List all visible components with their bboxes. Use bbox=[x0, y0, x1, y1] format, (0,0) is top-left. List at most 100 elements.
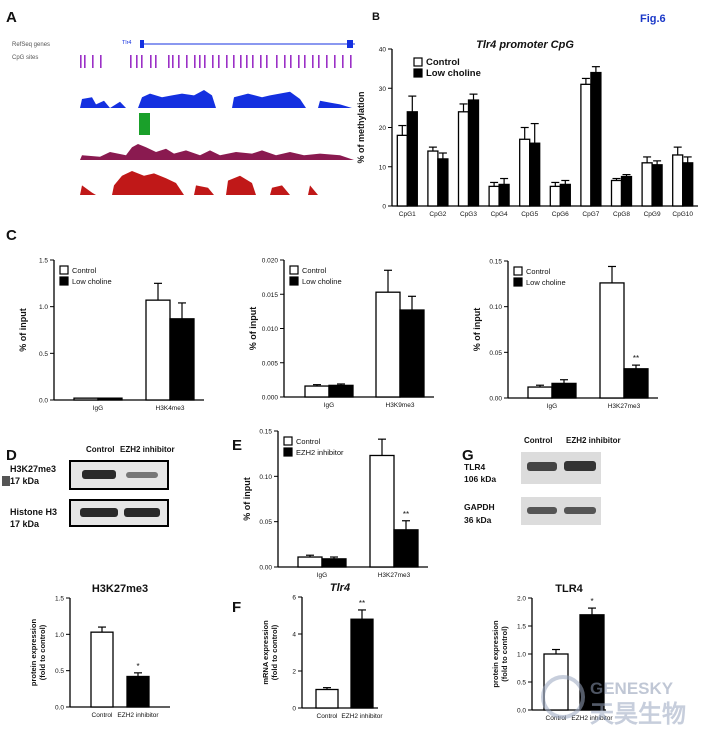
cpg-site-mark bbox=[342, 55, 344, 68]
bar-control bbox=[427, 150, 439, 207]
bar-control bbox=[73, 397, 99, 401]
legend-swatch bbox=[289, 265, 299, 275]
bar-treated bbox=[467, 99, 480, 207]
blot-g-row1-label: TLR4 bbox=[464, 462, 486, 472]
x-category-label: H3K27me3 bbox=[378, 572, 411, 579]
cpg-site-mark bbox=[155, 55, 157, 68]
cpg-site-mark bbox=[141, 55, 143, 68]
cpg-site-mark bbox=[276, 55, 278, 68]
y-axis-label: protein expression bbox=[29, 619, 38, 687]
y-tick-label: 0.020 bbox=[262, 258, 279, 265]
y-tick-label: 2 bbox=[292, 669, 296, 676]
bar-control bbox=[672, 154, 684, 207]
blot-d-band bbox=[82, 470, 116, 479]
panel-label-b: B bbox=[372, 11, 380, 23]
legend-swatch bbox=[283, 447, 293, 457]
legend-label: Control bbox=[296, 437, 321, 446]
bar-treated bbox=[623, 368, 649, 399]
cpg-site-mark bbox=[334, 55, 336, 68]
cpg-site-mark bbox=[350, 55, 352, 68]
blot-d-row1-label: H3K27me3 bbox=[10, 464, 56, 474]
blot-d-side-marker bbox=[2, 476, 10, 486]
legend-swatch bbox=[59, 265, 69, 275]
x-category-label: CpG8 bbox=[613, 211, 630, 218]
cpg-site-mark bbox=[233, 55, 235, 68]
x-category-label: Control bbox=[317, 713, 339, 720]
y-tick-label: 0.0 bbox=[55, 705, 64, 712]
y-tick-label: 0.10 bbox=[489, 304, 502, 311]
cpg-site-mark bbox=[199, 55, 201, 68]
legend-label: Control bbox=[426, 57, 460, 68]
cpg-site-mark bbox=[100, 55, 102, 68]
panel-label-g: G bbox=[462, 447, 474, 464]
significance-marker: * bbox=[590, 597, 593, 606]
panel-label-a: A bbox=[6, 9, 17, 26]
x-category-label: CpG7 bbox=[582, 211, 599, 218]
legend-swatch bbox=[289, 276, 299, 286]
panel-label-e: E bbox=[232, 437, 242, 454]
chart-b: 0 10 20 30 40 % of methylation Tlr4 promoter C… bbox=[356, 39, 698, 218]
coverage-tracks bbox=[80, 90, 354, 195]
bar-treated bbox=[590, 71, 602, 207]
chart-f: 0 2 4 6 mRNA expression (fold to control) Tlr4… bbox=[261, 582, 383, 720]
y-tick-label: 6 bbox=[292, 595, 296, 602]
y-axis-label: % of input bbox=[18, 308, 28, 352]
y-tick-label: 0.010 bbox=[262, 326, 279, 333]
bar-control bbox=[145, 299, 171, 401]
blot-d-col-control: Control bbox=[86, 445, 114, 454]
blot-d-band bbox=[126, 472, 158, 478]
y-tick-label: 0.00 bbox=[259, 565, 272, 572]
bar-control bbox=[304, 385, 330, 398]
bar-control bbox=[580, 83, 592, 207]
watermark-line1: GENESKY bbox=[590, 679, 674, 698]
y-tick-label: 0 bbox=[292, 706, 296, 713]
y-tick-label: 10 bbox=[379, 164, 387, 171]
cpg-site-mark bbox=[178, 55, 180, 68]
bar-control bbox=[297, 556, 323, 568]
x-category-label: CpG3 bbox=[460, 211, 477, 218]
cpg-site-mark bbox=[266, 55, 268, 68]
legend-label: Low choline bbox=[526, 278, 566, 287]
cpg-site-mark bbox=[240, 55, 242, 68]
y-tick-label: 1.0 bbox=[517, 652, 526, 659]
significance-marker: ** bbox=[403, 510, 409, 519]
bar-control bbox=[90, 631, 114, 708]
bar-control bbox=[488, 185, 500, 207]
cpg-site-mark bbox=[130, 55, 132, 68]
cpg-site-mark bbox=[92, 55, 94, 68]
y-tick-label: 0.5 bbox=[55, 668, 64, 675]
y-tick-label: 0 bbox=[382, 204, 386, 211]
x-category-label: EZH2 inhibitor bbox=[571, 715, 613, 722]
legend-label: EZH2 inhibitor bbox=[296, 448, 344, 457]
y-axis-label: % of input bbox=[242, 477, 252, 521]
y-tick-label: 0.0 bbox=[517, 708, 526, 715]
cpg-site-mark bbox=[194, 55, 196, 68]
watermark-line2: 天昊生物 bbox=[590, 701, 686, 728]
x-category-label: CpG6 bbox=[552, 211, 569, 218]
bar-treated bbox=[399, 309, 425, 398]
blot-d-row2-label: Histone H3 bbox=[10, 507, 57, 517]
watermark-logo-icon bbox=[541, 675, 585, 719]
x-category-label: CpG5 bbox=[521, 211, 538, 218]
blot-d-col-ezh2: EZH2 inhibitor bbox=[120, 445, 175, 454]
blot-g-band bbox=[564, 461, 596, 471]
blot-g-row1-kda: 106 kDa bbox=[464, 474, 496, 484]
blot-d-row2-kda: 17 kDa bbox=[10, 519, 40, 529]
x-category-label: CpG9 bbox=[644, 211, 661, 218]
bar-control bbox=[315, 688, 339, 709]
legend-label: Control bbox=[72, 266, 97, 275]
x-category-label: IgG bbox=[547, 403, 557, 410]
x-category-label: CpG10 bbox=[672, 211, 693, 218]
panel-label-c: C bbox=[6, 227, 17, 244]
panel-label-f: F bbox=[232, 599, 241, 616]
x-category-label: CpG2 bbox=[429, 211, 446, 218]
y-axis-label: (fold to control) bbox=[500, 626, 509, 682]
x-category-label: H3K9me3 bbox=[386, 402, 415, 409]
legend-swatch bbox=[59, 276, 69, 286]
x-category-label: IgG bbox=[324, 402, 334, 409]
coverage-track-green bbox=[139, 113, 150, 135]
y-axis-label: (fold to control) bbox=[38, 624, 47, 680]
track-label-refseq: RefSeq genes bbox=[12, 42, 50, 48]
bar-treated bbox=[321, 558, 347, 568]
panel-a-browser: RefSeq genes CpG sites Tlr4 bbox=[12, 40, 355, 195]
